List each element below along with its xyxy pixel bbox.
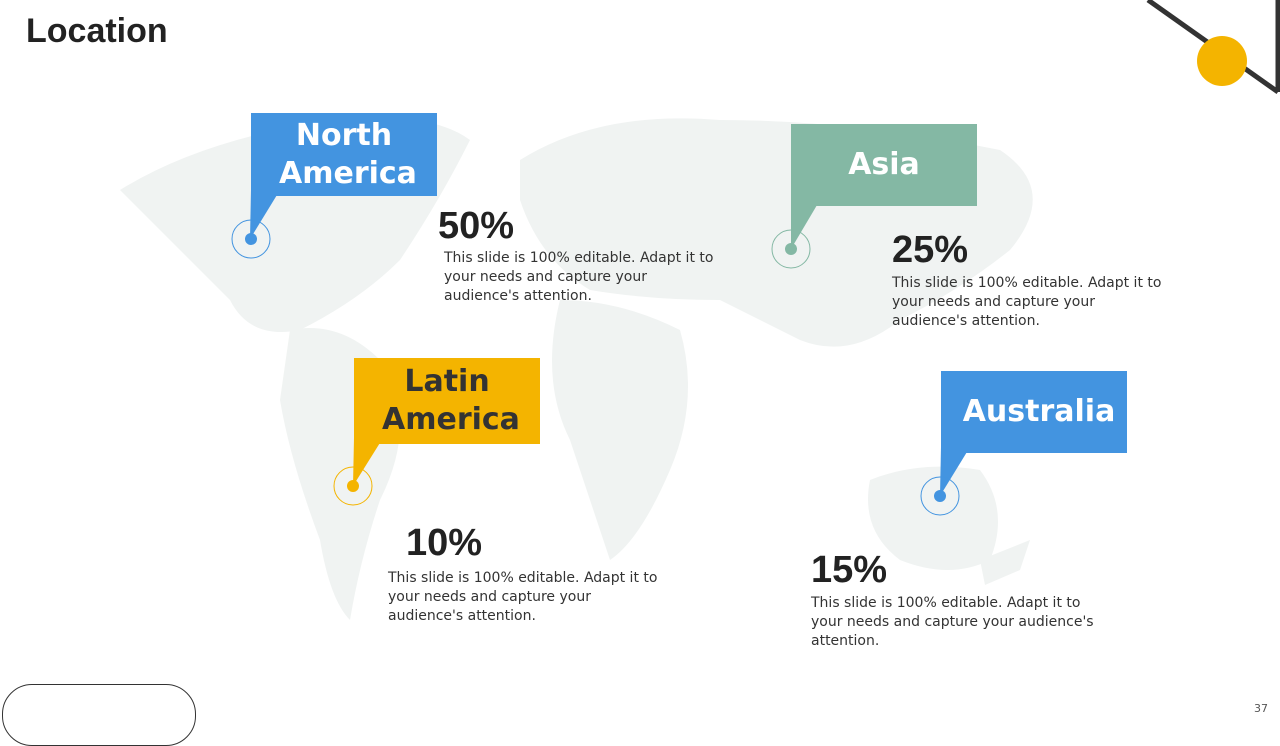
- latin-america-label: Latin America: [354, 358, 540, 444]
- australia-ring: [920, 476, 960, 516]
- asia-percent: 25%: [892, 229, 969, 271]
- north-america-pointer: [250, 190, 280, 239]
- asia-label: Asia: [791, 124, 977, 206]
- asia-pointer: [791, 200, 820, 249]
- asia-ring: [771, 229, 811, 269]
- latin-america-percent: 10%: [406, 522, 483, 564]
- page-title: Location: [26, 12, 168, 50]
- north-america-ring: [231, 219, 271, 259]
- north-america-label: North America: [251, 113, 437, 196]
- australia-dot[interactable]: [934, 490, 946, 502]
- australia-pointer: [940, 447, 970, 496]
- north-america-dot[interactable]: [245, 233, 257, 245]
- latin-america-description: This slide is 100% editable. Adapt it to…: [388, 570, 658, 624]
- footer-rounded-shape: [2, 684, 196, 746]
- australia-label: Australia: [941, 371, 1127, 453]
- asia-description: This slide is 100% editable. Adapt it to…: [892, 275, 1162, 329]
- north-america-percent: 50%: [438, 205, 515, 247]
- latin-america-dot[interactable]: [347, 480, 359, 492]
- latin-america-ring: [333, 466, 373, 506]
- australia-description: This slide is 100% editable. Adapt it to…: [811, 595, 1094, 649]
- asia-dot[interactable]: [785, 243, 797, 255]
- decorative-circle: [1197, 36, 1247, 86]
- north-america-description: This slide is 100% editable. Adapt it to…: [444, 250, 714, 304]
- australia-percent: 15%: [811, 549, 888, 591]
- page-number: 37: [1254, 702, 1268, 715]
- latin-america-pointer: [353, 438, 383, 486]
